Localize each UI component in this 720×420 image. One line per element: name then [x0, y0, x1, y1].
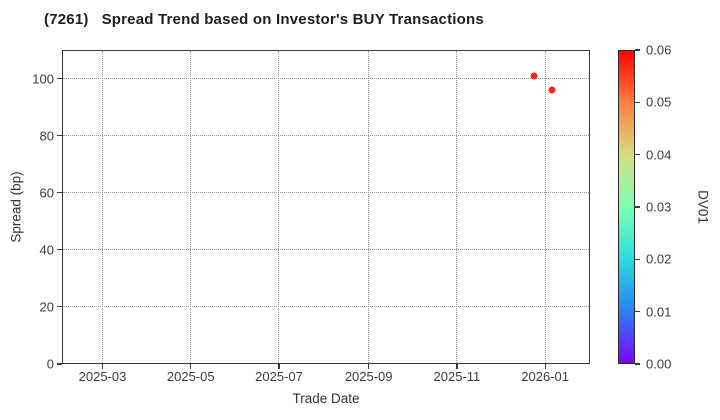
x-tickmark	[190, 364, 192, 369]
y-tick-label: 100	[32, 71, 54, 87]
x-tick-label: 2025-03	[78, 369, 127, 384]
colorbar-tick-label: 0.02	[646, 251, 672, 267]
x-gridline	[544, 51, 546, 363]
y-gridline	[63, 249, 589, 251]
x-tick-label: 2025-11	[433, 369, 481, 384]
chart-title: (7261) Spread Trend based on Investor's B…	[44, 11, 484, 28]
colorbar-tick-label: 0.00	[646, 356, 672, 372]
y-tick-label: 0	[46, 356, 54, 372]
scatter-point	[548, 86, 556, 94]
x-tick-label: 2025-09	[344, 369, 393, 384]
y-tickmark	[57, 249, 62, 251]
x-gridline	[102, 51, 103, 363]
x-tick-label: 2026-01	[521, 369, 569, 384]
x-tickmark	[368, 364, 370, 369]
y-tickmark	[57, 192, 62, 194]
y-tickmark	[57, 306, 62, 308]
colorbar-tickmark	[635, 154, 640, 156]
colorbar-tick-label: 0.01	[646, 304, 672, 320]
x-gridline	[278, 51, 280, 363]
x-gridline	[368, 51, 370, 363]
y-tick-label: 40	[39, 242, 54, 258]
scatter-point	[530, 72, 538, 80]
x-tick-label: 2025-05	[166, 369, 215, 384]
y-tick-label: 60	[39, 185, 54, 201]
y-tickmark	[57, 363, 62, 365]
x-tickmark	[456, 364, 458, 369]
colorbar-tickmark	[635, 258, 640, 260]
y-gridline	[63, 78, 589, 80]
colorbar-tick-label: 0.05	[646, 94, 672, 110]
y-tickmark	[57, 135, 62, 137]
colorbar-tickmark	[635, 206, 640, 208]
x-gridline	[456, 51, 458, 363]
y-gridline	[63, 306, 589, 308]
colorbar-tickmark	[635, 101, 640, 103]
title-text: Spread Trend based on Investor's BUY Tra…	[101, 11, 484, 28]
colorbar-tickmark	[635, 363, 640, 365]
title-ticker-code: (7261)	[44, 11, 89, 28]
x-tickmark	[101, 364, 104, 369]
colorbar-tickmark	[635, 49, 640, 51]
colorbar-tick-label: 0.04	[646, 147, 672, 163]
y-tickmark	[57, 77, 62, 80]
colorbar-tickmark	[635, 311, 640, 313]
colorbar	[618, 50, 635, 364]
x-tick-label: 2025-07	[255, 369, 303, 384]
y-axis-label: Spread (bp)	[8, 171, 24, 243]
y-tick-label: 20	[39, 299, 54, 315]
y-tick-label: 80	[39, 128, 54, 144]
x-gridline	[190, 51, 192, 363]
x-axis-label: Trade Date	[292, 391, 360, 406]
x-tickmark	[278, 364, 280, 369]
colorbar-tick-label: 0.03	[646, 199, 672, 215]
plot-area	[62, 50, 590, 364]
x-tickmark	[544, 364, 546, 369]
colorbar-tick-label: 0.06	[646, 42, 672, 58]
colorbar-label: DV01	[695, 190, 711, 224]
y-gridline	[63, 135, 589, 137]
y-gridline	[63, 192, 589, 194]
